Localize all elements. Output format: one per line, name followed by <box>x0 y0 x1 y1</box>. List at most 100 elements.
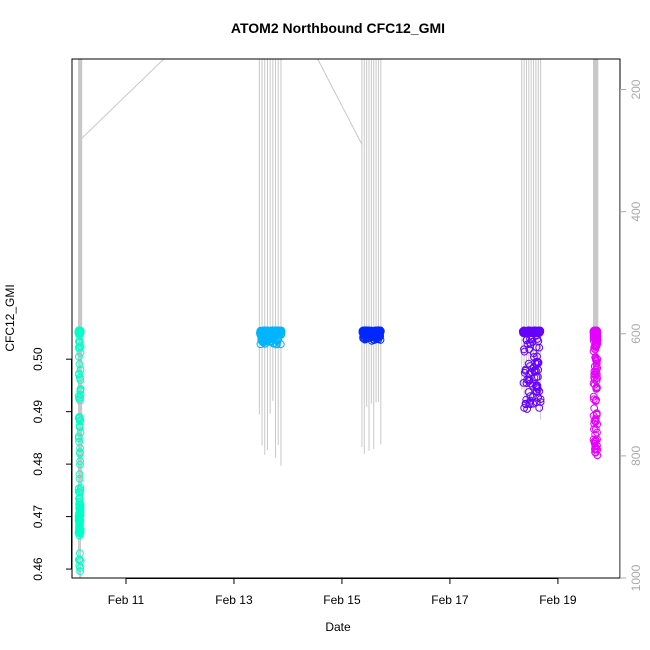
data-point <box>592 374 601 383</box>
x-tick-label: Feb 19 <box>539 593 577 607</box>
series-group <box>358 326 385 345</box>
data-point <box>269 339 278 348</box>
data-point <box>75 414 83 422</box>
data-point <box>360 328 368 337</box>
pressure-transit-segment <box>81 59 165 139</box>
x-tick-label: Feb 11 <box>108 593 145 607</box>
y-axis-label: CFC12_GMI <box>3 284 17 351</box>
right-tick-label: 200 <box>629 79 643 99</box>
data-point <box>76 373 84 382</box>
data-point <box>532 382 541 391</box>
y-tick-label: 0.46 <box>31 557 45 581</box>
data-point <box>75 470 84 479</box>
y-tick-label: 0.50 <box>31 347 45 371</box>
data-point <box>75 417 84 426</box>
data-point <box>74 516 83 525</box>
data-point <box>591 414 600 423</box>
right-tick-label: 1000 <box>629 564 643 591</box>
data-point <box>376 326 385 335</box>
x-tick-label: Feb 13 <box>215 593 253 607</box>
data-point <box>591 417 600 425</box>
series-group <box>74 326 85 575</box>
data-point <box>76 390 85 399</box>
data-point <box>592 359 601 368</box>
data-point <box>75 561 84 570</box>
y-tick-label: 0.49 <box>31 400 45 424</box>
data-point <box>592 444 601 453</box>
chart-title: ATOM2 Northbound CFC12_GMI <box>231 20 445 36</box>
data-point <box>534 358 543 367</box>
axes-layer: Feb 11 Feb 13 Feb 15 Feb 17 Feb 19 0.46 0.47 0.… <box>31 79 643 607</box>
data-point <box>75 522 84 530</box>
data-point <box>533 335 542 343</box>
data-point <box>74 328 83 337</box>
data-point <box>74 392 83 400</box>
data-point <box>76 557 85 565</box>
data-point <box>592 441 601 450</box>
data-point <box>75 513 83 521</box>
series-group <box>256 326 286 349</box>
data-point <box>368 328 377 336</box>
data-point <box>591 448 599 457</box>
x-tick-label: Feb 17 <box>431 593 469 607</box>
data-point <box>361 332 369 341</box>
data-point <box>75 474 84 483</box>
data-point <box>75 369 83 378</box>
data-point <box>75 352 83 361</box>
data-point <box>526 362 534 370</box>
data-point <box>591 353 600 362</box>
data-point <box>76 444 84 453</box>
data-point <box>76 428 85 437</box>
data-point <box>591 334 600 342</box>
data-point <box>75 337 84 345</box>
data-point <box>359 334 368 343</box>
pressure-transit-segment <box>317 59 363 145</box>
data-point <box>593 339 602 347</box>
data-point <box>524 388 533 396</box>
data-point <box>76 348 85 357</box>
pressure-trace-layer <box>77 59 599 578</box>
data-point <box>76 483 85 492</box>
data-point <box>265 327 274 336</box>
x-axis-label: Date <box>325 620 351 634</box>
data-point <box>75 423 84 432</box>
data-point <box>370 336 379 344</box>
data-point <box>76 549 84 558</box>
data-point <box>592 377 601 385</box>
data-point <box>590 395 598 404</box>
data-point <box>520 368 529 377</box>
data-point <box>76 567 84 575</box>
series-group <box>589 326 602 460</box>
data-point <box>271 327 279 336</box>
data-point <box>75 527 84 536</box>
right-tick-label: 600 <box>629 323 643 343</box>
data-point <box>259 338 268 347</box>
data-point <box>74 434 83 443</box>
data-point <box>275 330 284 339</box>
data-point <box>523 405 531 413</box>
data-point <box>591 425 600 434</box>
y-tick-label: 0.48 <box>31 452 45 476</box>
data-point <box>521 400 530 409</box>
y-tick-label: 0.47 <box>31 505 45 529</box>
data-point <box>526 340 535 349</box>
data-point <box>76 393 85 402</box>
data-point <box>76 327 85 335</box>
data-point <box>593 364 602 373</box>
data-point <box>520 347 529 356</box>
data-point <box>530 353 538 361</box>
data-point <box>592 368 600 376</box>
data-point <box>535 343 544 352</box>
data-point <box>75 500 84 509</box>
data-point <box>76 460 84 469</box>
data-point <box>257 326 266 335</box>
data-point <box>536 395 545 404</box>
data-points-layer <box>74 326 602 575</box>
series-group <box>519 326 545 413</box>
data-point <box>529 399 537 408</box>
x-tick-label: Feb 15 <box>323 593 361 607</box>
data-point <box>76 457 84 466</box>
data-point <box>76 488 84 497</box>
data-point <box>527 328 535 337</box>
